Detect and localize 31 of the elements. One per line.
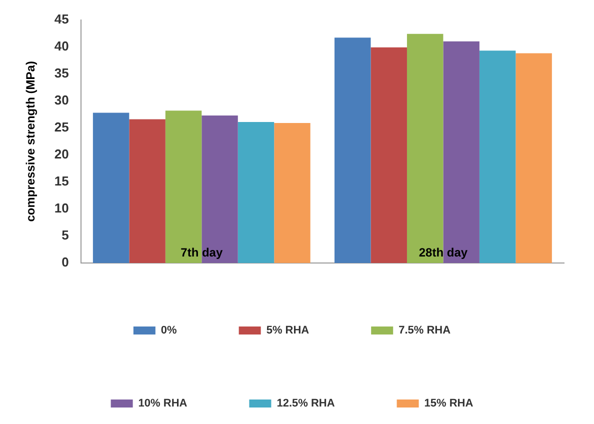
bar [406, 34, 444, 263]
y-tick-label: 0 [62, 254, 69, 270]
legend-label: 7.5% RHA [398, 324, 451, 337]
y-tick-label: 15 [54, 174, 69, 189]
bar [165, 110, 202, 263]
legend-label: 5% RHA [266, 324, 310, 337]
y-axis-title: compressive strength (MPa) [24, 61, 38, 222]
bar [129, 119, 166, 263]
legend-label: 10% RHA [138, 398, 188, 410]
bar [516, 53, 552, 263]
bar [202, 115, 238, 263]
y-tick-label: 5 [62, 228, 69, 243]
y-tick-label: 45 [54, 11, 69, 26]
legend-label: 0% [160, 324, 178, 337]
y-tick-label: 25 [54, 119, 69, 134]
bar [238, 122, 274, 263]
bar [443, 41, 480, 263]
y-tick-label: 20 [54, 146, 69, 162]
bar [370, 47, 407, 263]
bar [334, 38, 371, 263]
legend-label: 12.5% RHA [276, 398, 335, 410]
y-tick-label: 35 [54, 65, 69, 80]
x-tick-label: 28th day [418, 245, 468, 260]
y-tick-label: 30 [54, 92, 69, 108]
bar [479, 50, 516, 263]
bar [92, 112, 130, 263]
y-tick-label: 10 [54, 200, 69, 216]
x-tick-label: 7th day [180, 245, 223, 260]
legend-label: 15% RHA [424, 398, 474, 410]
y-tick-label: 40 [54, 38, 69, 54]
bar [274, 123, 310, 263]
